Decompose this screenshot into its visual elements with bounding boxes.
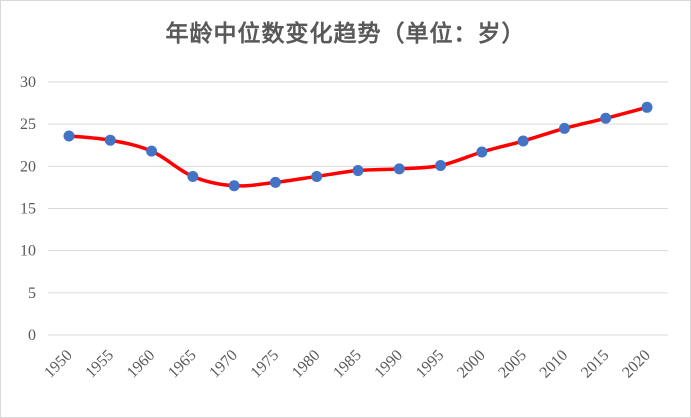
y-tick-label: 30 xyxy=(20,74,36,91)
y-tick-label: 5 xyxy=(28,285,36,302)
gridlines xyxy=(48,81,668,336)
x-tick-label: 1980 xyxy=(289,347,324,382)
x-tick-label: 2005 xyxy=(495,347,530,382)
x-tick-label: 1965 xyxy=(165,347,200,382)
y-tick-label: 10 xyxy=(20,243,36,260)
data-point-2015 xyxy=(600,112,612,124)
data-point-1950 xyxy=(63,130,75,142)
x-tick-label: 1985 xyxy=(330,347,365,382)
x-tick-label: 1955 xyxy=(82,347,117,382)
y-tick-label: 25 xyxy=(20,116,36,133)
x-axis: 1950 1955 1960 1965 1970 1975 1980 1985 1990 1995… xyxy=(41,347,654,382)
chart-title: 年龄中位数变化趋势（单位：岁） xyxy=(165,20,526,47)
data-point-1970 xyxy=(228,180,240,192)
data-point-1995 xyxy=(435,159,447,171)
data-point-1955 xyxy=(104,134,116,146)
data-point-1985 xyxy=(352,165,364,177)
x-tick-label: 2020 xyxy=(619,347,654,382)
x-tick-label: 2000 xyxy=(454,347,489,382)
x-tick-label: 1950 xyxy=(41,347,76,382)
data-point-2005 xyxy=(517,135,529,147)
x-tick-label: 1990 xyxy=(371,347,406,382)
x-tick-label: 1995 xyxy=(413,347,448,382)
y-tick-label: 15 xyxy=(20,201,36,218)
data-point-1965 xyxy=(187,170,199,182)
y-tick-label: 20 xyxy=(20,158,36,175)
data-point-1975 xyxy=(269,176,281,188)
data-point-2020 xyxy=(641,101,653,113)
x-tick-label: 1960 xyxy=(124,347,159,382)
data-point-2010 xyxy=(558,122,570,134)
x-tick-label: 2015 xyxy=(578,347,613,382)
series xyxy=(63,101,653,192)
data-point-2000 xyxy=(476,146,488,158)
y-tick-label: 0 xyxy=(28,327,36,344)
x-tick-label: 1975 xyxy=(248,347,283,382)
data-point-1990 xyxy=(393,163,405,175)
data-point-1980 xyxy=(311,170,323,182)
data-point-1960 xyxy=(146,145,158,157)
x-tick-label: 1970 xyxy=(206,347,241,382)
x-tick-label: 2010 xyxy=(537,347,572,382)
y-axis: 0 5 10 15 20 25 30 xyxy=(20,74,36,344)
